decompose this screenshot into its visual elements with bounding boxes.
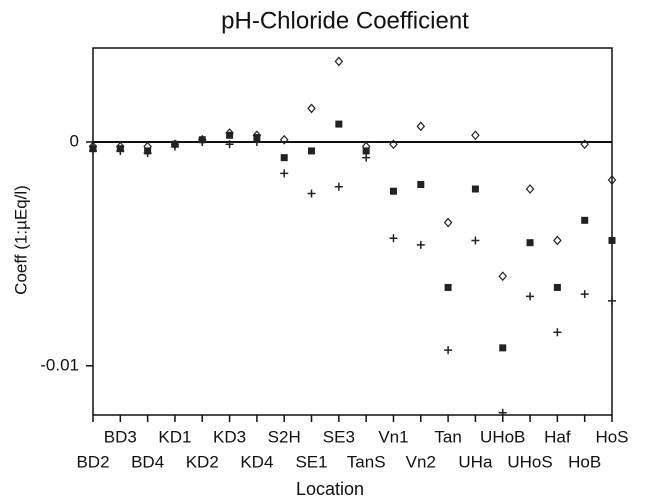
plus-marker: [116, 146, 125, 155]
plus-marker: [362, 153, 371, 162]
plot-frame: [92, 47, 613, 416]
plus-marker: [580, 290, 589, 299]
square-marker: [308, 147, 316, 155]
x-tick-label: Vn1: [378, 427, 408, 446]
plus-marker: [608, 296, 616, 305]
x-tick-label: BD3: [104, 427, 137, 446]
plus-marker: [444, 346, 453, 355]
chart-title: pH-Chloride Coefficient: [221, 7, 469, 34]
square-marker: [553, 283, 561, 291]
plus-marker: [307, 189, 316, 198]
square-marker: [362, 147, 370, 155]
x-tick-label: BD4: [131, 452, 164, 471]
x-tick-label: Vn2: [406, 452, 436, 471]
diamond-marker: [471, 130, 480, 141]
diamond-marker: [416, 121, 426, 132]
diamond-marker: [307, 103, 316, 114]
plus-marker: [170, 142, 179, 151]
diamond-marker: [279, 134, 289, 145]
x-tick-label: KD1: [158, 427, 191, 446]
plus-marker: [225, 140, 234, 149]
plus-marker: [334, 182, 343, 191]
diamond-marker: [443, 217, 453, 228]
square-marker: [226, 131, 234, 139]
x-tick-label: S2H: [268, 427, 301, 446]
plus-marker: [553, 328, 562, 337]
square-marker: [389, 187, 397, 195]
x-tick-label: UHa: [458, 452, 493, 471]
square-marker: [499, 344, 507, 352]
plus-marker: [89, 146, 97, 155]
plus-marker: [280, 169, 289, 178]
x-axis-label: Location: [296, 479, 364, 499]
square-marker: [253, 134, 261, 142]
x-tick-label: UHoS: [507, 452, 552, 471]
diamond-marker: [525, 184, 535, 194]
diamond-marker: [607, 175, 617, 185]
x-tick-label: HoB: [568, 452, 601, 471]
plus-marker: [471, 236, 480, 245]
plus-marker: [143, 149, 152, 158]
plus-marker: [416, 240, 425, 249]
plus-marker: [498, 408, 507, 417]
diamond-marker: [580, 139, 589, 150]
plus-marker: [252, 137, 261, 146]
diamond-marker: [553, 235, 562, 246]
square-marker: [417, 181, 425, 189]
x-tick-label: HoS: [595, 427, 628, 446]
square-marker: [526, 239, 534, 247]
x-tick-label: Tan: [434, 427, 461, 446]
diamond-marker: [334, 56, 344, 67]
diamond-marker: [498, 271, 508, 282]
plus-marker: [389, 234, 398, 243]
x-tick-label: KD2: [186, 452, 219, 471]
x-tick-label: TanS: [347, 452, 386, 471]
x-tick-label: BD2: [76, 452, 109, 471]
y-tick-label: -0.01: [40, 355, 79, 374]
square-marker: [335, 120, 343, 128]
square-marker: [581, 216, 589, 224]
x-tick-label: KD3: [213, 427, 246, 446]
x-tick-label: Haf: [544, 427, 571, 446]
square-marker: [608, 236, 616, 244]
square-marker: [280, 154, 288, 162]
diamond-marker: [389, 139, 398, 150]
x-tick-label: UHoB: [480, 427, 525, 446]
x-tick-label: KD4: [240, 452, 273, 471]
x-tick-label: SE1: [295, 452, 327, 471]
x-tick-label: SE3: [323, 427, 355, 446]
y-tick-label: 0: [70, 131, 79, 150]
square-marker: [444, 283, 452, 291]
square-marker: [471, 185, 479, 193]
plus-marker: [198, 137, 207, 146]
y-axis-label: Coeff (1:µEq/l): [11, 185, 30, 295]
plus-marker: [526, 292, 535, 301]
